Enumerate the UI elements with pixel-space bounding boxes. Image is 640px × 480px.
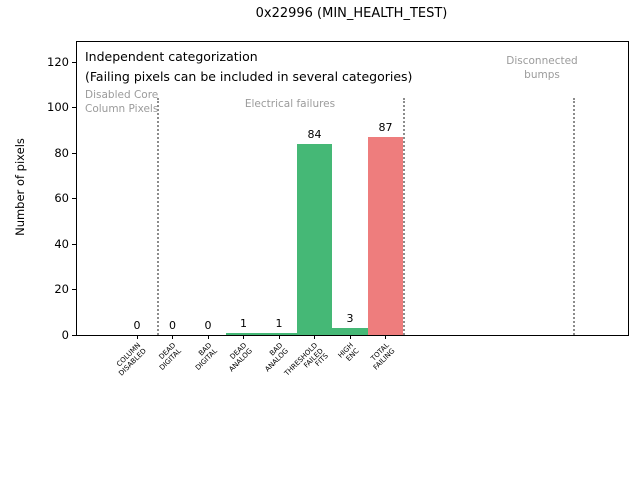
x-tick-mark: [207, 335, 209, 339]
annotation-note-line1: Independent categorization: [85, 49, 258, 64]
bar-threshold-failed-fits: [296, 144, 333, 335]
bar-value-label: 84: [307, 128, 322, 142]
annotation-note: Independent categorization (Failing pixe…: [85, 47, 412, 87]
y-tick-mark: [72, 243, 76, 245]
y-tick-mark: [72, 334, 76, 336]
bar-value-label: 87: [378, 121, 393, 135]
y-tick-label: 40: [54, 236, 69, 251]
region-label-disabled-core-column-pixels: Disabled Core Column Pixels: [85, 89, 159, 115]
y-tick-mark: [72, 198, 76, 200]
x-tick-label: HIGH ENC: [336, 341, 361, 363]
x-tick-mark: [172, 335, 173, 339]
bar-value-label: 0: [204, 319, 212, 332]
bar-high-enc: [332, 328, 368, 335]
y-tick-label: 60: [54, 191, 69, 206]
bar-value-label: 3: [346, 312, 354, 326]
bar-bad-analog: [261, 332, 297, 335]
category-separator-line: [157, 98, 159, 335]
region-label-disconnected-bumps: Disconnected bumps: [506, 55, 578, 81]
bar-dead-analog: [225, 332, 262, 335]
y-tick-label: 120: [47, 54, 69, 69]
x-tick-label: COLUMN DISABLED: [114, 341, 148, 378]
y-tick-label: 100: [47, 100, 69, 115]
chart-title: 0x22996 (MIN_HEALTH_TEST): [255, 6, 448, 21]
y-tick-mark: [72, 152, 76, 154]
x-tick-label: DEAD DIGITAL: [157, 341, 183, 372]
annotation-note-line2: (Failing pixels can be included in sever…: [85, 69, 413, 84]
x-tick-mark: [243, 335, 244, 339]
bar-value-label: 1: [275, 316, 283, 330]
x-tick-mark: [278, 335, 280, 339]
x-tick-label: BAD DIGITAL: [193, 341, 219, 372]
y-tick-label: 0: [61, 327, 69, 342]
y-tick-mark: [72, 61, 76, 63]
y-tick-label: 20: [54, 282, 69, 297]
x-tick-label: TOTAL FAILING: [369, 341, 396, 372]
bar-value-label: 1: [240, 316, 247, 330]
x-tick-mark: [349, 335, 351, 339]
bar-value-label: 0: [133, 319, 141, 332]
x-tick-mark: [385, 335, 386, 339]
bar-total-failing: [367, 137, 404, 335]
x-tick-label: THRESHOLD FAILED FITS: [283, 341, 331, 378]
region-label-electrical-failures: Electrical failures: [244, 98, 336, 110]
y-tick-label: 80: [54, 145, 69, 160]
plot-area: Independent categorization (Failing pixe…: [47, 41, 629, 378]
x-tick-mark: [136, 335, 138, 339]
bar-value-label: 0: [169, 319, 176, 332]
x-tick-label: DEAD ANALOG: [227, 341, 254, 374]
category-separator-line: [573, 98, 575, 335]
y-tick-mark: [72, 289, 76, 291]
y-tick-mark: [72, 107, 76, 109]
x-tick-mark: [314, 335, 315, 339]
category-separator-line: [402, 98, 405, 335]
